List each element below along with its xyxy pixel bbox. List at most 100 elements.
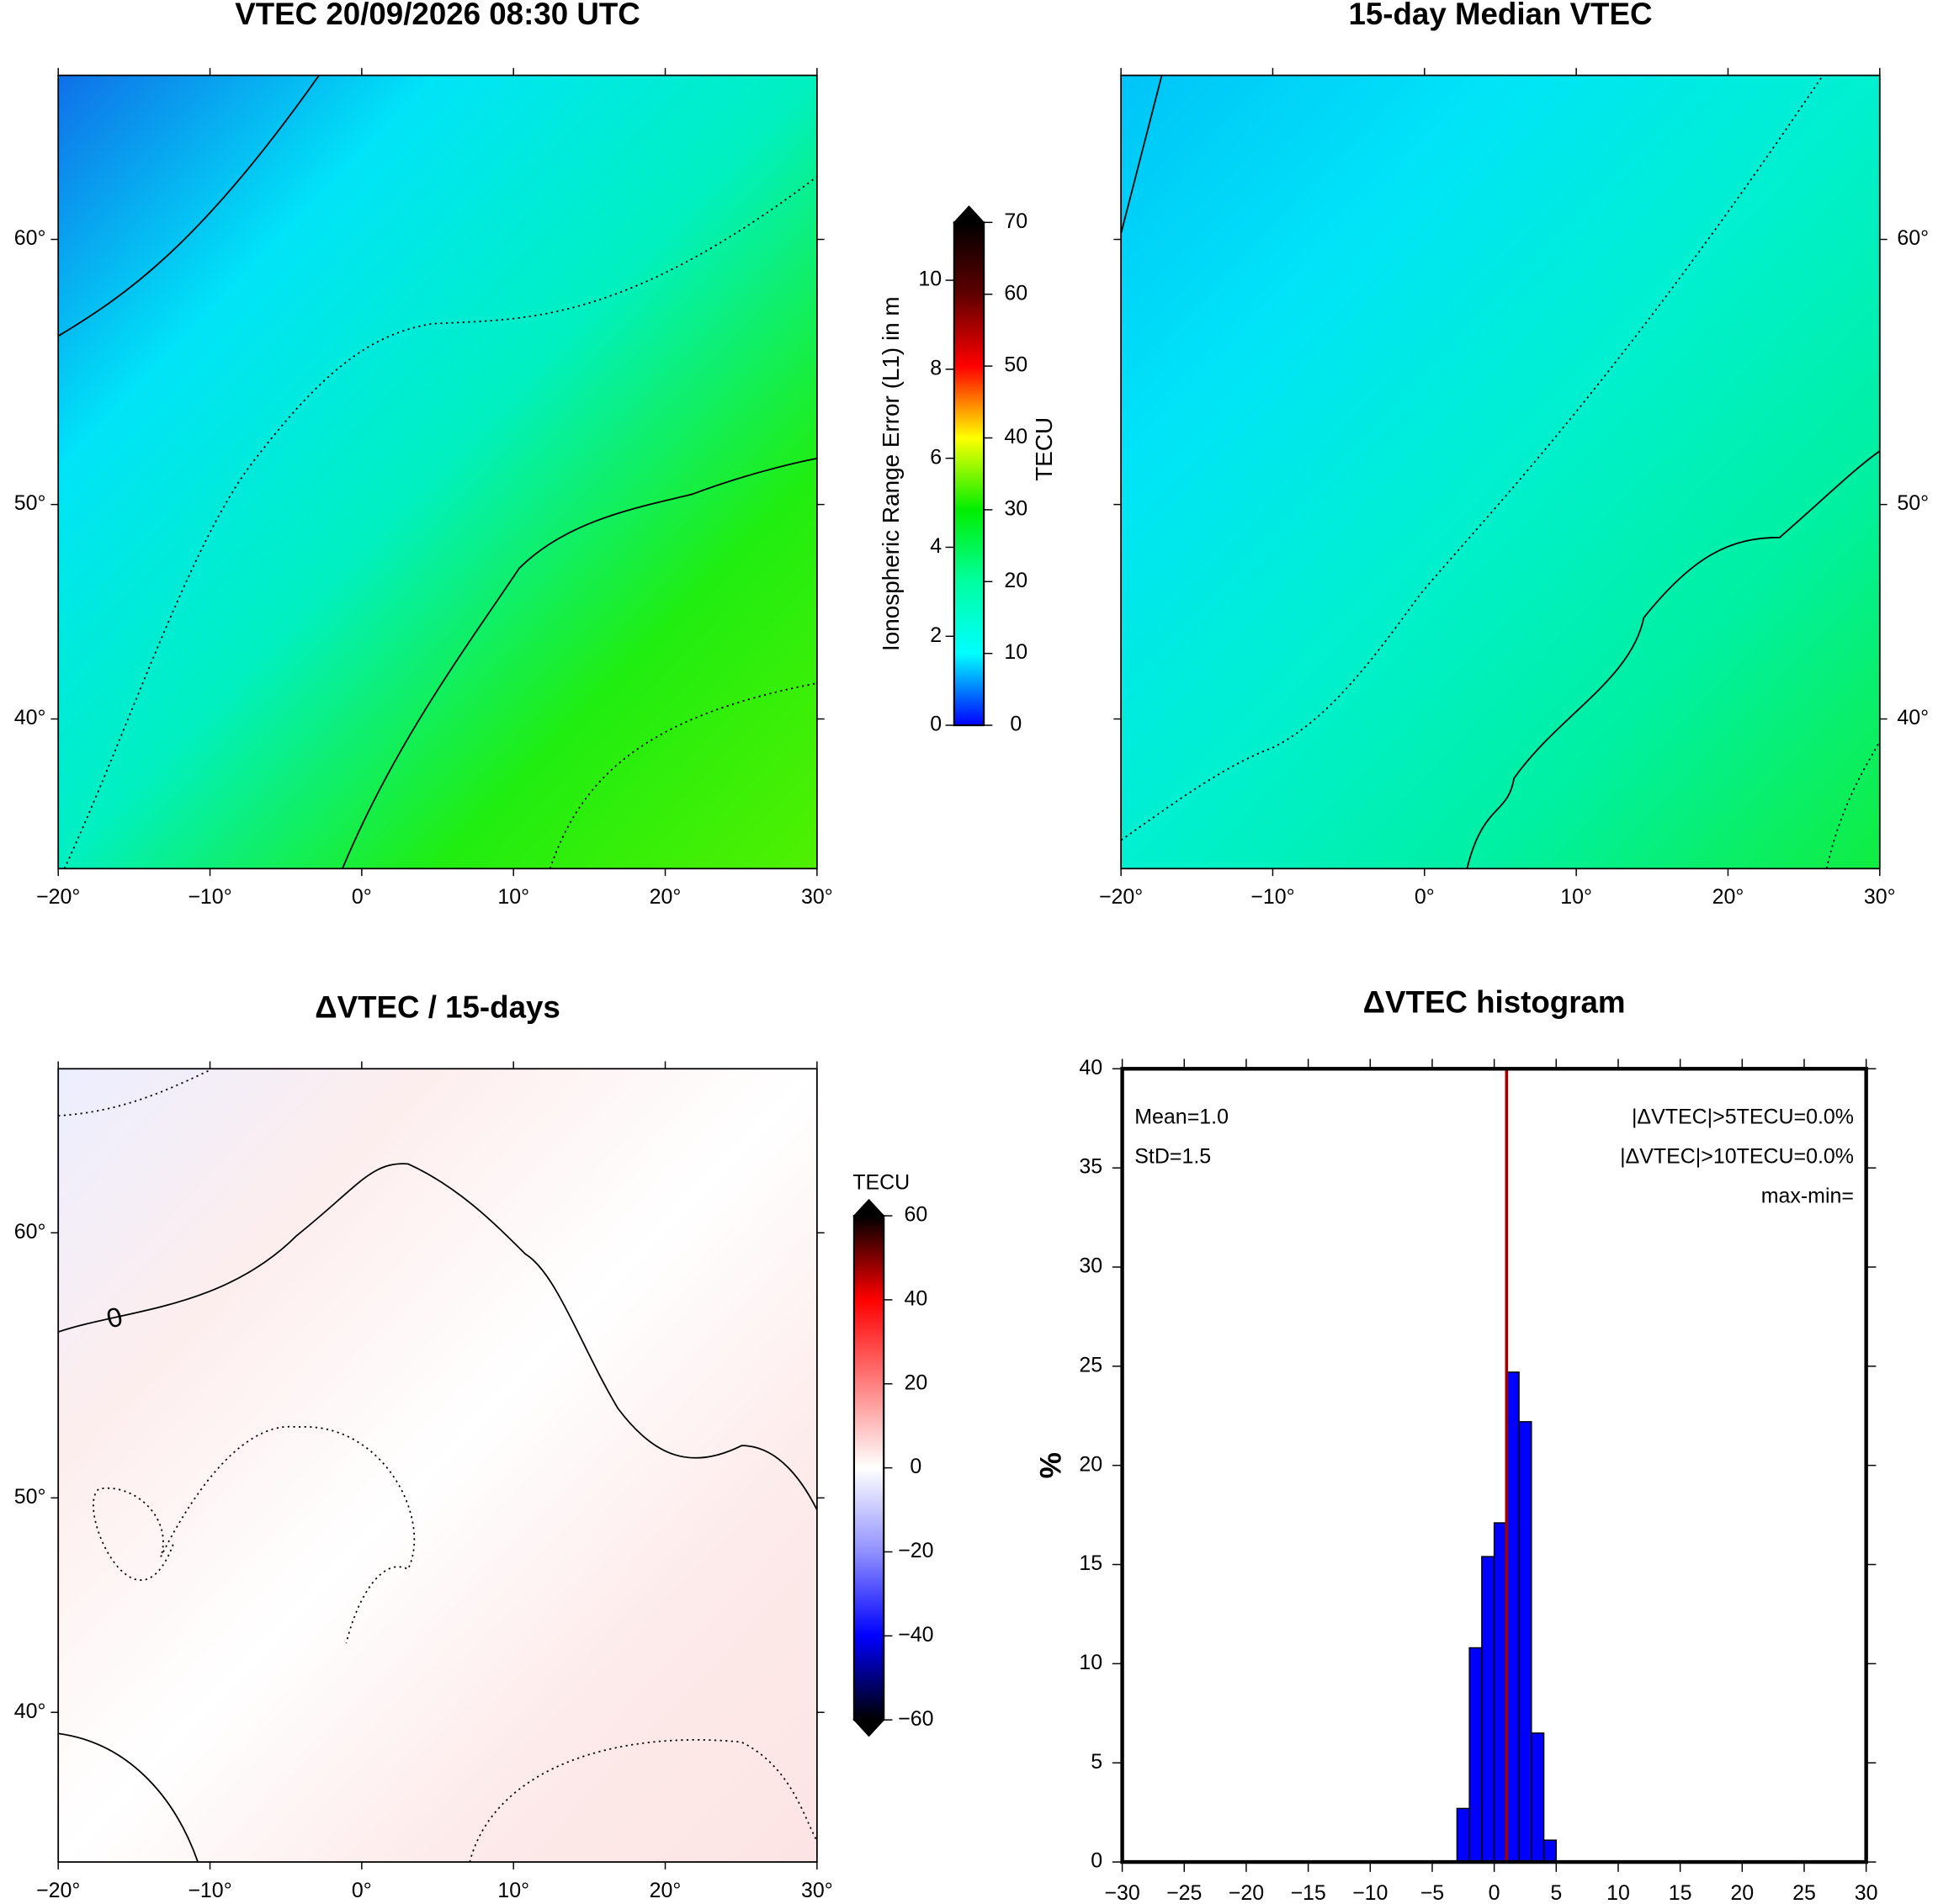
map-frame [57, 1068, 818, 1863]
contour [1466, 450, 1881, 869]
bar [1456, 1807, 1470, 1863]
contour [1120, 75, 1163, 234]
colorbar-tick-label: 20 [1004, 569, 1027, 592]
colorbar-tick-label: 70 [1004, 209, 1027, 233]
bar [1493, 1522, 1508, 1863]
y-tick-label: 40° [14, 706, 46, 729]
colorbar-tick-label: 10 [918, 268, 942, 291]
x-tick-label: 10° [497, 885, 529, 909]
y-tick-label: 35 [1079, 1155, 1102, 1179]
x-tick-label: −20 [1229, 1881, 1264, 1904]
bar [1505, 1371, 1520, 1863]
y-tick-label: 0 [1091, 1849, 1102, 1873]
colorbar-tick-label: 2 [930, 623, 942, 647]
colorbar-tick-label: 40 [904, 1286, 927, 1310]
colorbar-tick-label: 0 [910, 1455, 921, 1478]
x-tick-label: −10° [188, 1879, 231, 1902]
chart-title: ΔVTEC histogram [1363, 985, 1626, 1020]
annotation: Mean=1.0 [1134, 1106, 1229, 1129]
contour [63, 176, 818, 869]
y-tick-label: 5 [1091, 1750, 1102, 1774]
x-tick-label: 20 [1730, 1881, 1754, 1904]
colorbar-tick-label: 0 [930, 713, 942, 736]
contour [57, 1163, 818, 1510]
x-tick-label: 10° [1560, 885, 1592, 909]
y-tick-label: 40° [1897, 706, 1929, 729]
x-tick-label: −10 [1352, 1881, 1388, 1904]
y-tick-label: 25 [1079, 1353, 1102, 1376]
x-tick-label: 30° [801, 885, 833, 909]
y-tick-label: 40° [14, 1700, 46, 1723]
y-tick-label: 60° [14, 1220, 46, 1244]
bar [1531, 1732, 1545, 1863]
y-tick-label: 50° [14, 491, 46, 515]
x-tick-label: 0° [352, 1879, 372, 1902]
colorbar-tick-label: −60 [898, 1707, 933, 1731]
contour [1120, 75, 1824, 841]
annotation: StD=1.5 [1134, 1145, 1211, 1169]
y-tick-label: 50° [14, 1485, 46, 1509]
map-field [1121, 75, 1880, 869]
y-tick-label: 60° [14, 226, 46, 250]
colorbar-tick-label: 4 [930, 534, 942, 558]
contour [58, 1732, 199, 1863]
x-tick-label: 20° [650, 1879, 682, 1902]
chart-title: ΔVTEC / 15-days [315, 989, 560, 1024]
chart-title: VTEC 20/09/2026 08:30 UTC [235, 0, 640, 31]
y-tick-label: 50° [1897, 491, 1929, 515]
map-frame [57, 74, 818, 870]
annotation: |ΔVTEC|>5TECU=0.0% [1632, 1106, 1854, 1129]
x-tick-label: −15 [1290, 1881, 1325, 1904]
y-tick-label: 10 [1079, 1651, 1102, 1674]
x-tick-label: −10° [188, 885, 231, 909]
x-tick-label: −25 [1166, 1881, 1202, 1904]
x-tick-label: 20° [1712, 885, 1744, 909]
x-tick-label: 10 [1606, 1881, 1630, 1904]
contour [342, 457, 818, 869]
contour [58, 1069, 211, 1116]
x-tick-label: −20° [36, 1879, 80, 1902]
bar [1468, 1647, 1483, 1863]
x-tick-label: 20° [650, 885, 682, 909]
annotation: max-min= [1761, 1185, 1854, 1208]
colorbar-tick-label: −40 [898, 1623, 933, 1647]
x-tick-label: −20° [1099, 885, 1143, 909]
y-tick-label: 20 [1079, 1452, 1102, 1476]
y-tick-label: 40 [1079, 1056, 1102, 1079]
map-frame [1120, 74, 1881, 870]
colorbar-label: Ionospheric Range Error (L1) in m [878, 296, 904, 651]
bar [1518, 1421, 1532, 1863]
colorbar-tick-label: 60 [1004, 281, 1027, 305]
map-field [58, 75, 817, 869]
x-tick-label: −20° [36, 885, 80, 909]
x-tick-label: 5 [1550, 1881, 1562, 1904]
x-tick-label: 30° [801, 1879, 833, 1902]
contour [1825, 740, 1881, 869]
chart-title: 15-day Median VTEC [1348, 0, 1652, 31]
colorbar-tick-label: 10 [1004, 640, 1027, 664]
colorbar-arrow [953, 205, 985, 224]
colorbar-arrow [852, 1198, 885, 1217]
colorbar [953, 221, 985, 727]
colorbar [852, 1214, 885, 1721]
x-tick-label: 30° [1864, 885, 1896, 909]
y-tick-label: 15 [1079, 1551, 1102, 1575]
y-axis-label: % [1035, 1452, 1068, 1478]
x-tick-label: −5 [1420, 1881, 1444, 1904]
x-tick-label: 15 [1669, 1881, 1692, 1904]
colorbar-tick-label: 50 [1004, 353, 1027, 377]
colorbar-tick-label: 60 [904, 1203, 927, 1227]
bar [1481, 1556, 1495, 1863]
colorbar-label: TECU [1031, 417, 1057, 481]
y-tick-label: 60° [1897, 226, 1929, 250]
annotation: |ΔVTEC|>10TECU=0.0% [1620, 1145, 1854, 1169]
x-tick-label: 25 [1792, 1881, 1816, 1904]
colorbar-tick-label: 30 [1004, 496, 1027, 520]
top-layer: −20° −10° 0° 10° 20° 30° 40° 50° 60° VTEC 20/09/2… [14, 0, 1929, 1904]
y-tick-label: 30 [1079, 1254, 1102, 1278]
colorbar-tick-label: 0 [1010, 713, 1022, 736]
x-tick-label: 0 [1489, 1881, 1500, 1904]
colorbar-tick-label: −20 [898, 1539, 933, 1562]
colorbar-tick-label: 8 [930, 356, 942, 379]
